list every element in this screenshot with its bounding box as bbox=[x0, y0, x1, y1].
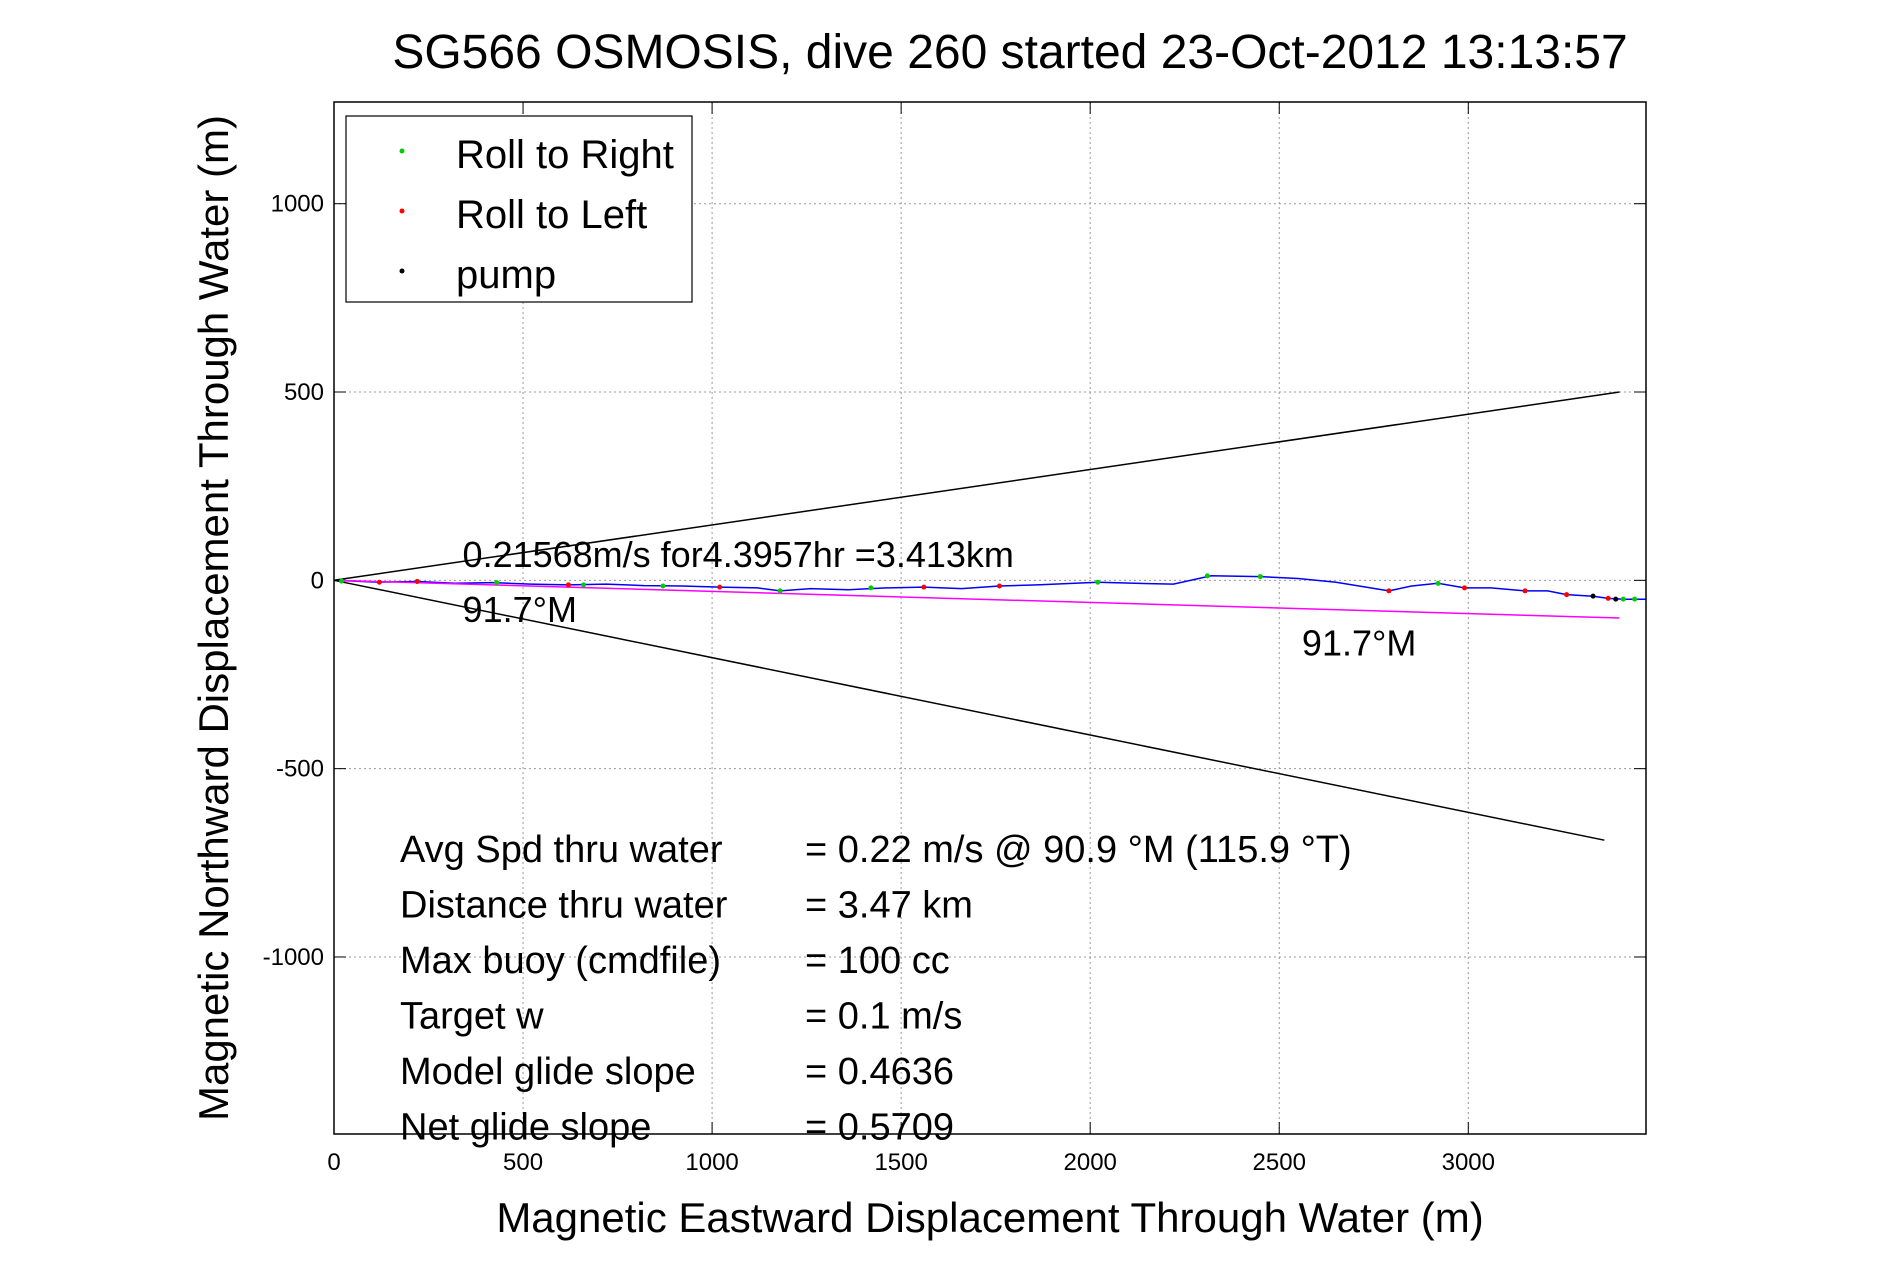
legend-label: Roll to Right bbox=[456, 133, 674, 177]
annotations: 0.21568m/s for4.3957hr =3.413km 91.7°M 91.… bbox=[463, 534, 1417, 664]
series-markers bbox=[339, 573, 1638, 602]
marker-roll-left bbox=[1522, 588, 1528, 594]
plot-frame bbox=[333, 101, 1647, 1135]
x-tick-label: 2000 bbox=[1064, 1149, 1117, 1176]
annotation-2: 91.7°M bbox=[1302, 623, 1416, 664]
y-axis-label: Magnetic Northward Displacement Through … bbox=[190, 115, 237, 1121]
marker-roll-left bbox=[1605, 595, 1611, 601]
stats-block: Avg Spd thru water = 0.22 m/s @ 90.9 °M (… bbox=[400, 829, 1352, 1149]
legend: Roll to Right Roll to Left pump bbox=[345, 115, 693, 303]
marker-roll-right bbox=[494, 580, 500, 586]
stat-value: = 100 cc bbox=[805, 940, 950, 982]
legend-marker bbox=[399, 208, 405, 214]
x-tick-label: 2500 bbox=[1253, 1149, 1306, 1176]
series-line-1 bbox=[333, 579, 1620, 619]
marker-roll-right bbox=[1620, 596, 1626, 602]
y-tick-label: 500 bbox=[284, 379, 324, 406]
x-tick-label: 1500 bbox=[874, 1149, 927, 1176]
x-tick-label: 0 bbox=[327, 1149, 340, 1176]
stat-label: Max buoy (cmdfile) bbox=[400, 940, 721, 982]
legend-label: pump bbox=[456, 253, 556, 297]
marker-roll-left bbox=[1462, 585, 1468, 591]
stat-label: Distance thru water bbox=[400, 885, 728, 927]
legend-marker bbox=[399, 268, 405, 274]
stat-value: = 0.22 m/s @ 90.9 °M (115.9 °T) bbox=[805, 829, 1352, 871]
series-line-2 bbox=[333, 391, 1620, 582]
marker-roll-left bbox=[414, 578, 420, 584]
marker-pump bbox=[1613, 596, 1619, 602]
y-tick-label: 0 bbox=[311, 567, 324, 594]
stat-value: = 0.1 m/s bbox=[805, 996, 962, 1038]
marker-roll-left bbox=[1386, 588, 1392, 594]
marker-roll-right bbox=[1257, 574, 1263, 580]
stat-label: Net glide slope bbox=[400, 1107, 651, 1149]
x-tick-label: 500 bbox=[503, 1149, 543, 1176]
marker-roll-right bbox=[868, 585, 874, 591]
y-tick-label: 1000 bbox=[271, 191, 324, 218]
x-axis-label: Magnetic Eastward Displacement Through W… bbox=[496, 1194, 1483, 1241]
marker-roll-right bbox=[1204, 573, 1210, 579]
stat-value: = 0.4636 bbox=[805, 1051, 954, 1093]
marker-roll-left bbox=[565, 582, 571, 588]
grid bbox=[333, 102, 1646, 1134]
y-tick-label: -500 bbox=[276, 756, 324, 783]
marker-roll-right bbox=[1435, 580, 1441, 586]
series-lines bbox=[333, 391, 1646, 841]
chart-title: SG566 OSMOSIS, dive 260 started 23-Oct-2… bbox=[392, 26, 1627, 79]
stat-label: Target w bbox=[400, 996, 544, 1038]
stat-value: = 3.47 km bbox=[805, 885, 973, 927]
marker-roll-left bbox=[376, 579, 382, 585]
marker-roll-right bbox=[581, 582, 587, 588]
x-tick-label: 3000 bbox=[1442, 1149, 1495, 1176]
stat-label: Model glide slope bbox=[400, 1051, 696, 1093]
marker-roll-right bbox=[1095, 579, 1101, 585]
x-tick-label: 1000 bbox=[685, 1149, 738, 1176]
legend-marker bbox=[399, 148, 405, 154]
annotation-1: 91.7°M bbox=[463, 589, 577, 630]
stat-value: = 0.5709 bbox=[805, 1107, 954, 1149]
marker-roll-right bbox=[777, 588, 783, 594]
annotation-0: 0.21568m/s for4.3957hr =3.413km bbox=[463, 534, 1014, 575]
series-line-0 bbox=[333, 575, 1646, 600]
legend-label: Roll to Left bbox=[456, 193, 647, 237]
marker-pump bbox=[1590, 593, 1596, 599]
marker-roll-right bbox=[1632, 596, 1638, 602]
y-tick-label: -1000 bbox=[263, 944, 324, 971]
marker-roll-right bbox=[660, 583, 666, 589]
marker-roll-left bbox=[921, 584, 927, 590]
marker-roll-right bbox=[339, 578, 345, 584]
y-axis-ticks: 1000 500 0 -500 -1000 bbox=[263, 191, 1646, 971]
x-axis-ticks: 0 500 1000 1500 2000 2500 3000 bbox=[327, 102, 1495, 1176]
series-line-3 bbox=[333, 579, 1605, 841]
marker-roll-left bbox=[1564, 592, 1570, 598]
marker-roll-left bbox=[996, 583, 1002, 589]
marker-roll-left bbox=[717, 584, 723, 590]
stat-label: Avg Spd thru water bbox=[400, 829, 723, 871]
